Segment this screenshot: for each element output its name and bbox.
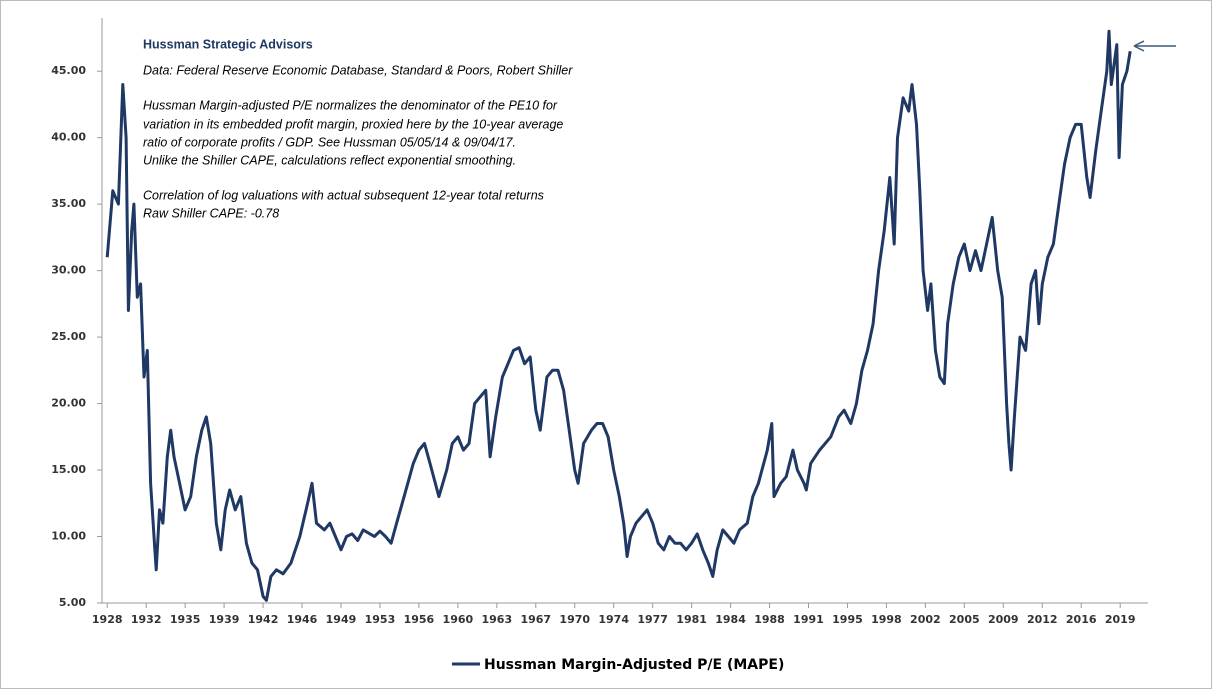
y-tick-label: 25.00 (51, 330, 86, 343)
y-tick-label: 40.00 (51, 131, 86, 144)
x-tick-label: 1939 (209, 613, 240, 626)
x-tick-label: 1995 (832, 613, 863, 626)
annotation: Unlike the Shiller CAPE, calculations re… (143, 153, 516, 167)
x-tick-label: 2005 (949, 613, 980, 626)
y-tick-label: 45.00 (51, 64, 86, 77)
legend-label: Hussman Margin-Adjusted P/E (MAPE) (484, 657, 784, 673)
annotation: Hussman Strategic Advisors (143, 37, 313, 51)
x-tick-label: 1970 (559, 613, 590, 626)
x-tick-label: 1977 (637, 613, 668, 626)
data-line (105, 29, 1132, 602)
x-tick-label: 1984 (715, 613, 746, 626)
y-tick-label: 5.00 (59, 596, 86, 609)
x-tick-label: 1988 (754, 613, 785, 626)
arrow (1133, 40, 1176, 52)
annotation: ratio of corporate profits / GDP. See Hu… (143, 135, 516, 149)
x-tick-label: 1946 (287, 613, 318, 626)
y-tick-label: 35.00 (51, 197, 86, 210)
x-tick-label: 1942 (248, 613, 279, 626)
x-tick-label: 1935 (170, 613, 201, 626)
x-tick-label: 1963 (482, 613, 513, 626)
x-tick-label: 2012 (1027, 613, 1058, 626)
x-tick-label: 2019 (1105, 613, 1136, 626)
y-tick-label: 15.00 (51, 463, 86, 476)
x-tick-label: 2016 (1066, 613, 1097, 626)
x-tick-label: 1960 (443, 613, 474, 626)
x-tick-label: 1998 (871, 613, 902, 626)
x-tick-label: 1932 (131, 613, 162, 626)
annotation: Data: Federal Reserve Economic Database,… (143, 63, 573, 77)
annotation: Correlation of log valuations with actua… (143, 188, 544, 202)
x-tick-label: 1956 (404, 613, 435, 626)
y-tick-label: 30.00 (51, 264, 86, 277)
x-tick-label: 1981 (676, 613, 707, 626)
x-tick-label: 1928 (92, 613, 123, 626)
x-tick-label: 1949 (326, 613, 357, 626)
x-tick-label: 1967 (520, 613, 551, 626)
x-tick-label: 1991 (793, 613, 824, 626)
x-tick-label: 2009 (988, 613, 1019, 626)
y-tick-label: 20.00 (51, 397, 86, 410)
x-tick-label: 2002 (910, 613, 941, 626)
annotation: variation in its embedded profit margin,… (143, 117, 563, 131)
x-tick-label: 1974 (598, 613, 629, 626)
x-tick-label: 1953 (365, 613, 396, 626)
y-tick-label: 10.00 (51, 530, 86, 543)
annotation: Raw Shiller CAPE: -0.78 (143, 206, 279, 220)
annotation: Hussman Margin-adjusted P/E normalizes t… (143, 98, 558, 112)
